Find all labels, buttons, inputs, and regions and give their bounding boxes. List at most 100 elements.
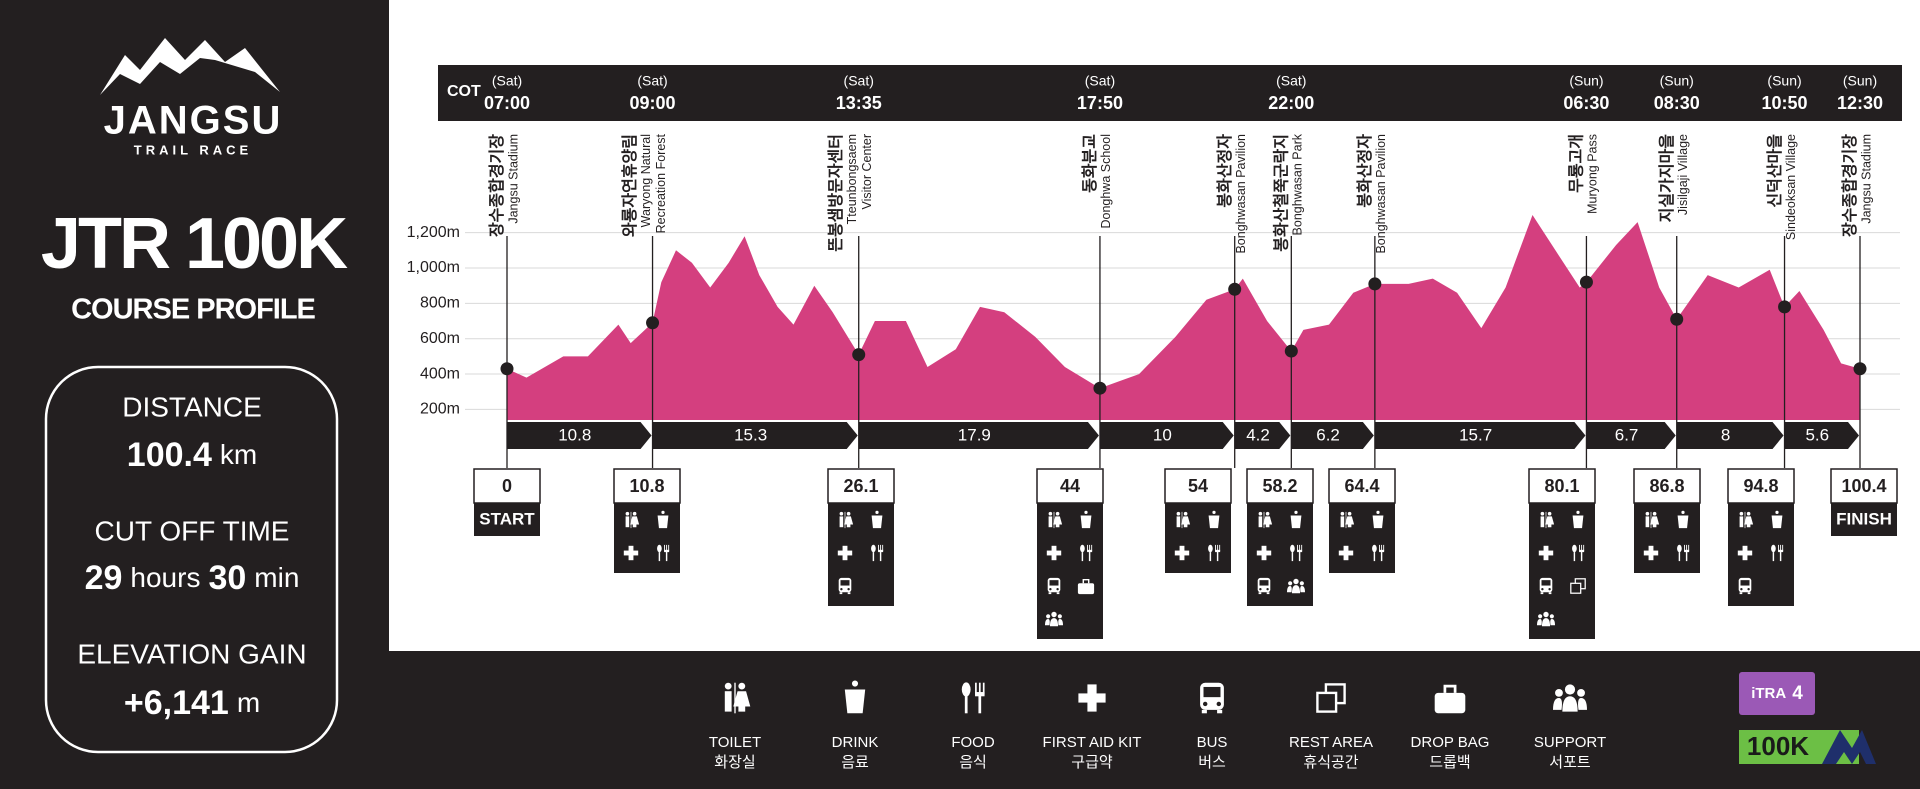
legend-en: DRINK [832, 734, 879, 751]
itra-points: 4 [1792, 683, 1803, 704]
segment-arrow [507, 422, 652, 449]
cot-day: (Sat) [1085, 73, 1115, 89]
checkpoint-name-en: Sindeoksan Village [1784, 134, 1798, 240]
icon-part [623, 550, 639, 556]
legend-en: SUPPORT [1534, 734, 1606, 751]
icon-part [1379, 549, 1385, 553]
segment-label: 5.6 [1805, 425, 1829, 444]
icon-part [1080, 515, 1092, 529]
segment-arrow [1234, 422, 1291, 449]
icon-part [872, 552, 875, 562]
cot-time: 08:30 [1654, 93, 1700, 113]
distance-box [1036, 468, 1104, 504]
distance-label: 26.1 [843, 476, 878, 496]
icon-part [1051, 611, 1057, 618]
icon-part [1379, 544, 1380, 552]
legend-en: FIRST AID KIT [1043, 734, 1142, 751]
service-box [1165, 503, 1231, 573]
service-box [1634, 503, 1700, 573]
service-icon-d [1572, 510, 1584, 529]
cot-label: COT [447, 83, 481, 100]
itra: iTRA [1751, 685, 1786, 702]
icon-part [1301, 544, 1303, 552]
icon-part [1058, 619, 1063, 626]
icon-part [657, 544, 662, 553]
service-icon-f [961, 682, 985, 714]
icon-part [1300, 586, 1305, 593]
icon-part [1543, 611, 1549, 618]
checkpoint-dot [1284, 344, 1298, 358]
segment-arrow [1586, 422, 1676, 449]
icon-part [1287, 586, 1292, 593]
icon-part [871, 544, 876, 553]
checkpoint-name-ko: 뜬봉샘방문자센터 [827, 134, 845, 252]
icon-part [1572, 544, 1577, 553]
icon-part [1775, 510, 1779, 514]
icon-part [1345, 516, 1355, 528]
service-icon-f [1290, 544, 1303, 562]
icon-part [882, 544, 884, 552]
legend-ko: 버스 [1198, 754, 1226, 771]
icon-part [878, 549, 884, 553]
checkpoint-name-en: Donghwa School [1099, 134, 1113, 229]
stat-label: CUT OFF TIME [95, 515, 290, 546]
checkpoint-dot [1579, 275, 1593, 289]
icon-part [975, 692, 985, 697]
distance-label: 86.8 [1649, 476, 1684, 496]
icon-part [1338, 550, 1354, 556]
icon-part [1078, 693, 1106, 703]
icon-part [1291, 552, 1294, 562]
icon-part [1545, 516, 1555, 528]
icon-part [978, 694, 982, 714]
icon-part [1183, 511, 1188, 516]
icon-part [1550, 619, 1555, 626]
icon-part [1652, 511, 1657, 516]
service-box [1037, 503, 1103, 639]
icon-part [1208, 515, 1220, 529]
service-icon-a [1174, 545, 1190, 561]
stat-label: ELEVATION GAIN [77, 638, 306, 669]
icon-part [1266, 587, 1269, 591]
cot-time: 22:00 [1268, 93, 1314, 113]
icon-part [661, 510, 665, 514]
icon-part [1677, 544, 1682, 553]
icon-part [1678, 552, 1681, 562]
icon-part [1548, 587, 1551, 591]
icon-part [844, 689, 866, 714]
cot-time: 13:35 [836, 93, 882, 113]
checkpoint-dot [646, 316, 660, 330]
distance-label: 58.2 [1262, 476, 1297, 496]
icon-part [1372, 515, 1384, 529]
icon-part [1202, 701, 1208, 707]
service-icon-t [1739, 511, 1754, 529]
icon-part [1216, 551, 1219, 562]
stat-label: DISTANCE [122, 391, 262, 422]
checkpoint-name-en: Muryong Pass [1586, 134, 1600, 214]
checkpoint-name-en: Bonghwasan Park [1291, 133, 1305, 235]
icon-part [1084, 510, 1088, 514]
service-icon-a [837, 545, 853, 561]
icon-part [1576, 510, 1580, 514]
icon-part [1740, 580, 1750, 586]
checkpoint-name-ko: 와룡자연휴양림 [620, 134, 639, 237]
icon-part [1771, 515, 1783, 529]
icon-part [1216, 701, 1222, 707]
service-icon-s [1537, 611, 1555, 627]
service-icon-f [1771, 544, 1784, 562]
checkpoint-name-ko: 동화분교 [1080, 134, 1099, 193]
checkpoint-name-ko: 봉화산정자 [1215, 134, 1234, 208]
icon-part [846, 511, 851, 516]
icon-part [1747, 592, 1751, 595]
logo-name: JANGSU [104, 99, 283, 143]
icon-part [1049, 580, 1059, 586]
service-icon-t [1048, 511, 1063, 529]
icon-part [1045, 619, 1050, 626]
icon-part [1080, 544, 1085, 553]
icon-part [1215, 544, 1216, 552]
icon-part [1686, 544, 1688, 552]
itra-badge [1739, 672, 1815, 715]
icon-part [1266, 592, 1270, 595]
icon-part [1299, 544, 1301, 552]
icon-part [1541, 618, 1551, 627]
icon-part [1583, 544, 1585, 552]
